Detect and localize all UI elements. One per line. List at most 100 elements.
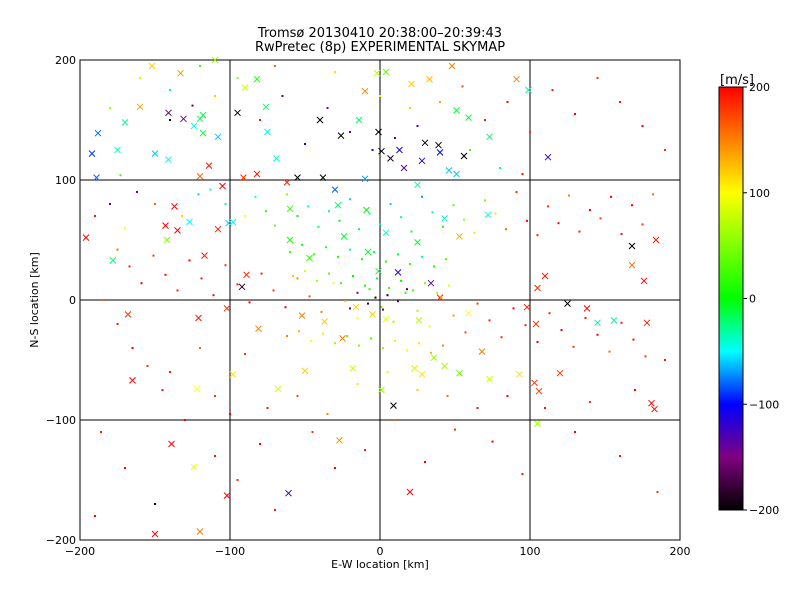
data-point-dot bbox=[664, 149, 666, 151]
data-point-dot bbox=[340, 282, 342, 285]
data-point-cross bbox=[294, 174, 301, 181]
data-point-dot bbox=[274, 224, 276, 227]
data-point-dot bbox=[619, 101, 621, 103]
data-point-cross bbox=[484, 211, 492, 219]
data-point-cross bbox=[121, 119, 129, 126]
data-point-cross bbox=[124, 311, 132, 318]
data-point-cross bbox=[390, 402, 397, 409]
data-point-dot bbox=[328, 272, 330, 275]
data-point-dot bbox=[298, 330, 300, 333]
data-point-cross bbox=[531, 379, 538, 387]
data-point-dot bbox=[337, 255, 339, 258]
data-point-dot bbox=[412, 289, 414, 292]
data-point-dot bbox=[424, 282, 426, 285]
data-point-cross bbox=[532, 320, 540, 328]
data-point-dot bbox=[373, 251, 375, 253]
data-point-dot bbox=[499, 167, 501, 169]
data-point-dot bbox=[184, 419, 186, 421]
data-point-cross bbox=[421, 139, 429, 147]
data-point-dot bbox=[116, 248, 119, 251]
data-point-dot bbox=[197, 193, 200, 196]
data-point-dot bbox=[512, 307, 515, 310]
data-point-cross bbox=[415, 317, 423, 324]
data-point-dot bbox=[404, 291, 407, 294]
data-point-dot bbox=[358, 344, 360, 347]
data-point-dot bbox=[521, 173, 524, 175]
data-point-dot bbox=[272, 289, 275, 292]
data-point-cross bbox=[363, 206, 370, 214]
data-point-cross bbox=[486, 133, 493, 141]
data-point-dot bbox=[484, 199, 486, 202]
data-point-dot bbox=[349, 248, 351, 251]
grid-lines bbox=[80, 60, 680, 540]
colorbar-tick-label: −200 bbox=[749, 504, 779, 517]
data-point-dot bbox=[229, 413, 231, 415]
data-point-dot bbox=[214, 395, 216, 397]
data-point-dot bbox=[200, 277, 203, 280]
data-points bbox=[82, 56, 666, 538]
data-point-dot bbox=[431, 211, 434, 214]
data-point-dot bbox=[169, 89, 171, 91]
data-point-cross bbox=[534, 284, 541, 292]
y-tick-label: 0 bbox=[69, 294, 76, 307]
data-point-dot bbox=[574, 113, 576, 115]
data-point-cross bbox=[355, 116, 363, 124]
data-point-dot bbox=[244, 353, 246, 355]
x-tick-label: −100 bbox=[215, 545, 245, 558]
data-point-dot bbox=[224, 264, 227, 267]
data-point-dot bbox=[433, 265, 435, 268]
data-point-dot bbox=[338, 219, 341, 222]
data-point-dot bbox=[376, 277, 378, 280]
data-point-dot bbox=[281, 95, 284, 97]
data-point-dot bbox=[548, 312, 551, 315]
data-point-dot bbox=[349, 131, 351, 133]
data-point-cross bbox=[373, 69, 381, 77]
data-point-dot bbox=[476, 302, 479, 305]
data-point-cross bbox=[382, 315, 390, 323]
data-point-cross bbox=[408, 80, 415, 88]
data-point-dot bbox=[572, 345, 575, 348]
data-point-dot bbox=[259, 119, 261, 121]
data-point-dot bbox=[526, 219, 528, 222]
data-point-cross bbox=[513, 75, 520, 83]
data-point-cross bbox=[436, 149, 444, 156]
data-point-dot bbox=[292, 275, 294, 277]
data-point-dot bbox=[274, 509, 276, 511]
data-point-cross bbox=[136, 103, 144, 111]
x-tick-label: −200 bbox=[65, 545, 95, 558]
data-point-dot bbox=[536, 341, 539, 343]
data-point-dot bbox=[146, 365, 149, 367]
data-point-cross bbox=[436, 294, 444, 301]
colorbar-tick-label: 200 bbox=[749, 81, 770, 94]
data-point-cross bbox=[225, 219, 232, 227]
data-point-dot bbox=[370, 337, 372, 340]
data-point-dot bbox=[557, 222, 560, 225]
data-point-dot bbox=[364, 284, 366, 287]
data-point-cross bbox=[339, 335, 346, 342]
data-point-dot bbox=[409, 107, 411, 109]
data-point-cross bbox=[243, 271, 250, 279]
data-point-dot bbox=[356, 291, 359, 294]
data-point-dot bbox=[164, 273, 167, 276]
data-point-dot bbox=[209, 188, 212, 191]
data-point-cross bbox=[414, 239, 421, 246]
data-point-cross bbox=[426, 75, 433, 83]
data-point-cross bbox=[334, 201, 342, 209]
data-point-cross bbox=[321, 318, 328, 325]
data-point-dot bbox=[619, 455, 621, 457]
data-point-cross bbox=[465, 114, 472, 121]
data-point-dot bbox=[358, 228, 360, 231]
data-point-dot bbox=[320, 311, 323, 313]
data-point-dot bbox=[578, 230, 581, 233]
data-point-dot bbox=[161, 389, 164, 391]
data-point-dot bbox=[356, 317, 359, 319]
data-point-dot bbox=[361, 258, 363, 261]
data-point-cross bbox=[523, 303, 531, 311]
data-point-dot bbox=[440, 296, 443, 299]
data-point-dot bbox=[599, 217, 602, 220]
y-axis-label: N-S location [km] bbox=[28, 252, 41, 348]
data-point-cross bbox=[594, 319, 601, 327]
data-point-cross bbox=[382, 68, 390, 76]
data-point-cross bbox=[445, 167, 453, 174]
data-point-dot bbox=[274, 65, 276, 67]
